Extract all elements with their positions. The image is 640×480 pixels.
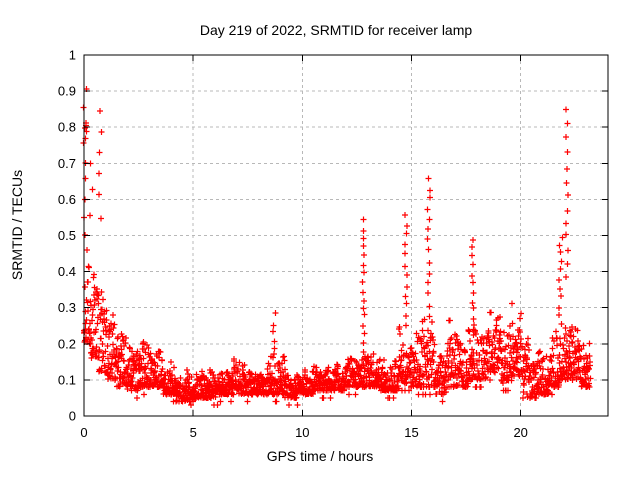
- svg-text:0.8: 0.8: [58, 120, 76, 135]
- svg-text:0.3: 0.3: [58, 300, 76, 315]
- svg-text:0.1: 0.1: [58, 372, 76, 387]
- scatter-points: [80, 86, 594, 408]
- svg-text:0.5: 0.5: [58, 228, 76, 243]
- svg-text:0: 0: [69, 409, 76, 424]
- svg-text:5: 5: [190, 425, 197, 440]
- x-axis-label: GPS time / hours: [266, 448, 374, 464]
- svg-text:0.6: 0.6: [58, 192, 76, 207]
- svg-text:20: 20: [513, 425, 527, 440]
- svg-text:15: 15: [404, 425, 418, 440]
- svg-text:0: 0: [80, 425, 87, 440]
- svg-text:0.9: 0.9: [58, 84, 76, 99]
- grid-lines: [84, 55, 608, 416]
- chart-title: Day 219 of 2022, SRMTID for receiver lam…: [199, 22, 473, 38]
- svg-text:0.2: 0.2: [58, 336, 76, 351]
- tick-labels: 00.10.20.30.40.50.60.70.80.910 5 10 15 20: [58, 48, 528, 441]
- svg-text:10: 10: [295, 425, 309, 440]
- plot-frame: [83, 54, 609, 417]
- svg-text:0.7: 0.7: [58, 156, 76, 171]
- svg-text:1: 1: [69, 48, 76, 63]
- svg-text:0.4: 0.4: [58, 264, 76, 279]
